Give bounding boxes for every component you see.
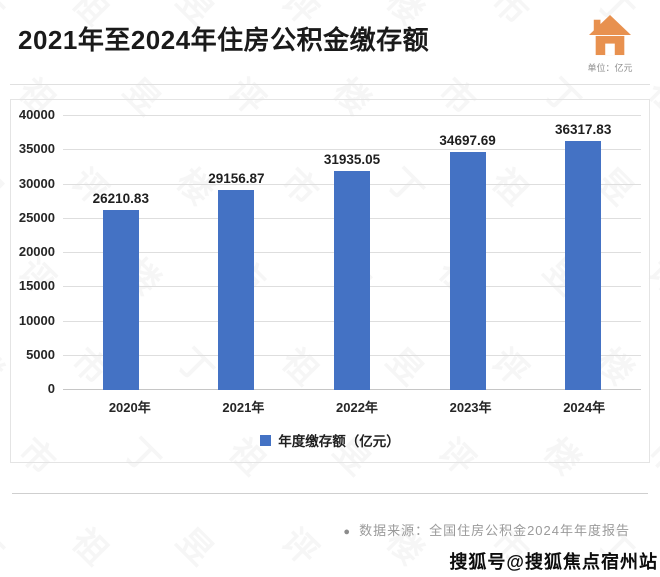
bar-group: 36317.83 <box>525 116 641 390</box>
legend-swatch-icon <box>260 434 272 446</box>
house-icon <box>586 14 634 56</box>
bar-value-label: 26210.83 <box>92 191 149 207</box>
header: 2021年至2024年住房公积金缴存额 单位：亿元 <box>0 0 660 84</box>
y-tick-label: 30000 <box>18 175 55 191</box>
bar <box>102 210 139 390</box>
bar-group: 31935.05 <box>294 116 410 390</box>
x-axis-labels: 2020年 2021年 2022年 2023年 2024年 <box>73 397 641 416</box>
x-tick-label: 2022年 <box>336 400 378 415</box>
header-divider <box>10 84 650 85</box>
bar-group: 29156.87 <box>179 116 295 390</box>
unit-label: 单位：亿元 <box>587 63 633 73</box>
bar <box>218 190 255 390</box>
grid-line: 35000 <box>19 141 641 156</box>
bar-group: 34697.69 <box>410 116 526 390</box>
y-tick-label: 5000 <box>26 346 55 362</box>
bottom-divider <box>12 493 648 494</box>
bar-value-label: 34697.69 <box>439 133 496 149</box>
bar-value-label: 31935.05 <box>323 152 381 168</box>
bar-group: 26210.83 <box>63 116 179 390</box>
bar <box>449 152 486 390</box>
y-tick-label: 10000 <box>18 312 55 328</box>
x-tick-label: 2023年 <box>449 400 492 415</box>
chart-legend: 年度缴存额（亿元） <box>11 430 649 450</box>
bars-layer: 26210.83 29156.87 31935.05 34697.69 36317.83 <box>63 116 641 390</box>
house-icon-block: 单位：亿元 <box>586 14 634 74</box>
y-tick-label: 20000 <box>18 244 55 259</box>
legend-label: 年度缴存额（亿元） <box>278 434 400 449</box>
y-tick-label: 25000 <box>18 209 55 225</box>
x-tick-label: 2021年 <box>222 400 265 415</box>
data-source-row: ● 数据来源：全国住房公积金2024年年度报告 <box>0 520 660 539</box>
y-tick-label: 15000 <box>18 278 55 294</box>
y-tick-label: 35000 <box>18 141 55 157</box>
bullet-icon: ● <box>343 526 352 538</box>
grid-line: 40000 <box>19 107 641 122</box>
page-title: 2021年至2024年住房公积金缴存额 <box>18 25 430 55</box>
x-tick-label: 2024年 <box>563 400 606 415</box>
bar-value-label: 29156.87 <box>208 171 265 187</box>
sohu-brand-watermark: 搜狐号@搜狐焦点宿州站 <box>449 552 658 572</box>
bar-value-label: 36317.83 <box>555 122 612 138</box>
y-tick-label: 40000 <box>18 107 55 122</box>
y-tick-label: 0 <box>47 381 55 396</box>
bar <box>565 141 602 390</box>
plot-area: 0 5000 10000 15000 20000 25000 30000 35000 40000… <box>11 107 643 396</box>
x-tick-label: 2020年 <box>108 400 151 415</box>
data-source-text: 数据来源：全国住房公积金2024年年度报告 <box>359 523 630 538</box>
bar <box>333 171 370 390</box>
bar-chart: 0 5000 10000 15000 20000 25000 30000 35000 40000… <box>10 99 650 463</box>
